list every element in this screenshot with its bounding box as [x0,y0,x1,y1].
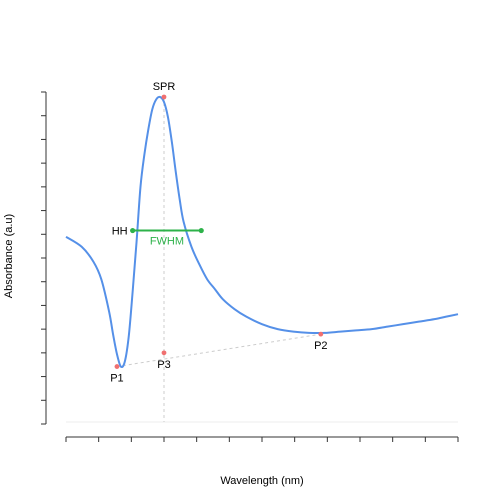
label-spr: SPR [153,81,176,93]
fwhm-layer: FWHM HH [112,226,204,248]
label-p1: P1 [110,373,123,385]
guide-lines [116,96,321,422]
label-p3: P3 [157,359,170,371]
point-p2 [318,331,324,337]
series-layer [65,95,459,369]
x-axis-title: Wavelength (nm) [220,475,303,487]
point-spr [161,94,167,100]
annotation-points: SPR P1 P2 P3 [110,81,327,385]
label-p2: P2 [314,340,327,352]
fwhm-left-point [130,227,136,234]
y-axis-title: Absorbance (a.u) [3,214,15,298]
point-p1 [114,364,120,369]
fwhm-right-point [198,227,204,234]
absorbance-curve [65,95,459,369]
fwhm-label: FWHM [150,236,184,248]
baseline-guide [116,333,321,368]
y-axis [41,91,47,425]
hh-label: HH [112,226,128,238]
x-axis [65,421,459,442]
point-p3 [161,350,167,356]
